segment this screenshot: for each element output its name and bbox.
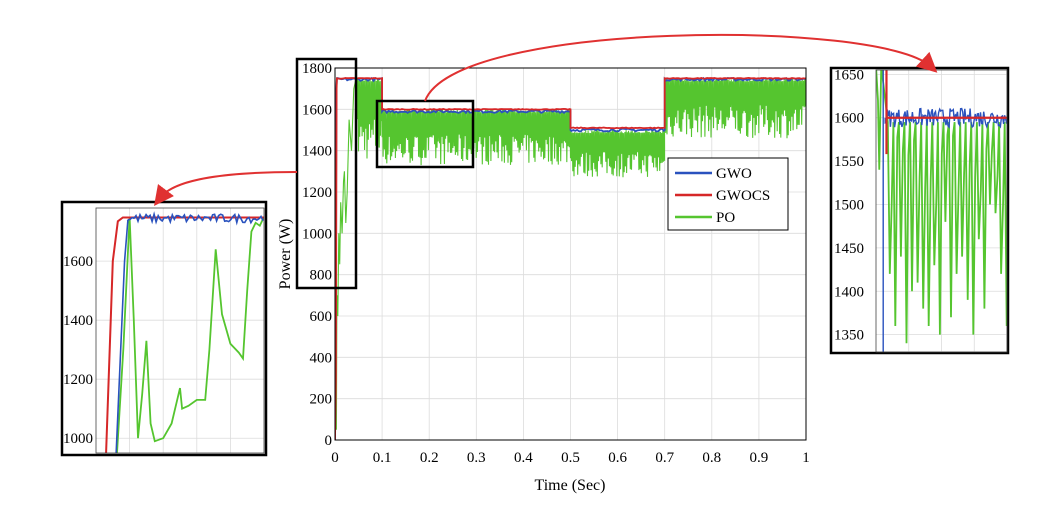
zoom-right-series-po bbox=[876, 70, 1007, 344]
zoom-right-series-gwocs bbox=[885, 70, 1007, 155]
zoom-left-series-group bbox=[105, 211, 264, 453]
zoom-right-y-tick-label: 1500 bbox=[834, 197, 864, 213]
main-axes-frame bbox=[334, 67, 807, 441]
zoom-right-y-tick-label: 1650 bbox=[834, 67, 864, 83]
main-series-group bbox=[335, 76, 806, 440]
zoom-arrow-left bbox=[153, 171, 298, 206]
zoom-left-y-tick-label: 1400 bbox=[63, 313, 93, 329]
zoom-highlight-box-left bbox=[295, 57, 358, 290]
main-x-tick-label: 0.1 bbox=[373, 450, 392, 466]
zoom-left-tick-labels: 1000 1200 1400 1600 bbox=[63, 254, 93, 447]
main-y-tick-label: 400 bbox=[310, 350, 333, 366]
main-x-tick-label: 0.4 bbox=[514, 450, 533, 466]
zoom-left-y-tick-label: 1200 bbox=[63, 372, 93, 388]
zoom-right-y-tick-label: 1600 bbox=[834, 111, 864, 127]
main-x-tick-label: 0.5 bbox=[561, 450, 580, 466]
series-line-po bbox=[335, 77, 806, 440]
main-y-tick-label: 1600 bbox=[302, 102, 332, 118]
zoom-right-series-group bbox=[876, 70, 1007, 352]
main-x-axis-title: Time (Sec) bbox=[535, 477, 606, 494]
zoom-right-y-tick-label: 1450 bbox=[834, 241, 864, 257]
zoom-left-y-tick-label: 1600 bbox=[63, 254, 93, 270]
zoom-left-y-tick-label: 1000 bbox=[63, 431, 93, 447]
main-y-tick-label: 0 bbox=[325, 433, 333, 449]
main-y-tick-label: 200 bbox=[310, 392, 333, 408]
zoom-left-axes-frame bbox=[95, 207, 265, 454]
main-y-tick-label: 800 bbox=[310, 268, 333, 284]
main-tick-labels: 0 0.1 0.2 0.3 0.4 0.5 0.6 0.7 0.8 0.9 1 0 200 400 600 8… bbox=[302, 61, 810, 466]
main-y-tick-label: 1000 bbox=[302, 226, 332, 242]
legend-label-gwocs: GWOCS bbox=[716, 188, 770, 204]
zoom-inset-right: 1350 1400 1450 1500 1550 1600 1650 bbox=[829, 66, 1010, 355]
main-y-tick-label: 600 bbox=[310, 309, 333, 325]
zoom-right-series-gwo bbox=[882, 70, 1007, 352]
legend-label-gwo: GWO bbox=[716, 166, 752, 182]
zoom-right-y-tick-label: 1550 bbox=[834, 154, 864, 170]
main-x-tick-label: 0.3 bbox=[467, 450, 486, 466]
main-y-tick-label: 1800 bbox=[302, 61, 332, 77]
zoom-arrow-right bbox=[424, 33, 938, 102]
zoom-right-axes-frame bbox=[875, 69, 1008, 353]
zoom-right-tick-labels: 1350 1400 1450 1500 1550 1600 1650 bbox=[834, 67, 864, 343]
main-x-tick-label: 0.2 bbox=[420, 450, 439, 466]
zoom-left-series-gwo bbox=[115, 211, 264, 453]
main-y-axis-title: Power (W) bbox=[277, 219, 294, 290]
zoom-right-y-tick-label: 1350 bbox=[834, 328, 864, 344]
main-x-tick-label: 0.9 bbox=[750, 450, 769, 466]
legend: GWO GWOCS PO bbox=[667, 157, 789, 231]
main-x-tick-label: 0 bbox=[331, 450, 339, 466]
zoom-right-y-tick-label: 1400 bbox=[834, 284, 864, 300]
series-line-gwocs bbox=[335, 76, 806, 440]
main-x-tick-label: 0.7 bbox=[655, 450, 674, 466]
legend-label-po: PO bbox=[716, 210, 735, 226]
main-chart: 0 0.1 0.2 0.3 0.4 0.5 0.6 0.7 0.8 0.9 1 0 200 400 600 8… bbox=[277, 57, 810, 494]
main-y-tick-label: 1400 bbox=[302, 144, 332, 160]
main-x-tick-label: 0.6 bbox=[608, 450, 627, 466]
zoom-inset-left: 1000 1200 1400 1600 bbox=[60, 200, 268, 457]
zoom-left-series-po bbox=[116, 216, 264, 453]
main-y-tick-label: 1200 bbox=[302, 185, 332, 201]
main-x-tick-label: 1 bbox=[802, 450, 810, 466]
main-x-tick-label: 0.8 bbox=[702, 450, 721, 466]
zoom-left-series-gwocs bbox=[105, 216, 264, 453]
